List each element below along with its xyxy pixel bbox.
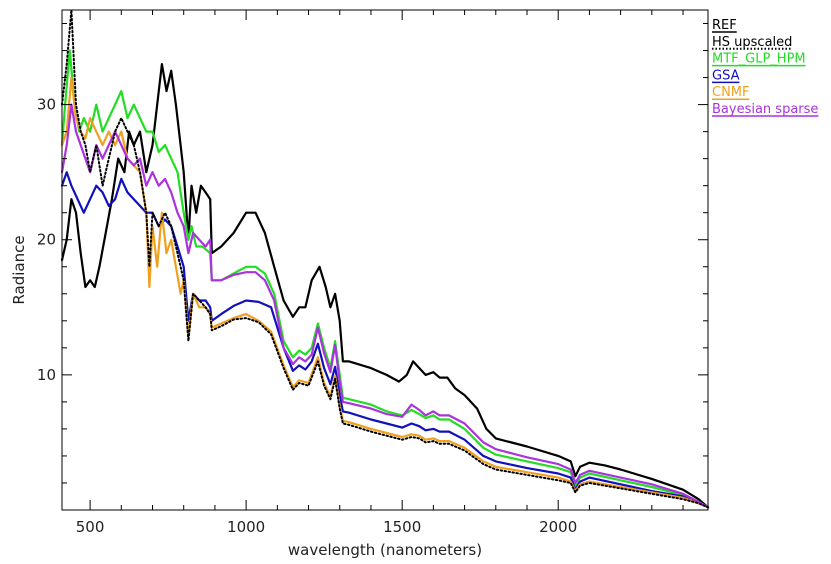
series-line-3 [60,171,710,509]
legend-label: MTF_GLP_HPM [712,52,806,67]
y-tick-label: 10 [37,366,56,384]
series-lines [60,9,710,509]
x-tick-label: 2000 [539,518,577,536]
series-line-5 [60,103,710,509]
y-tick-label: 20 [37,231,56,249]
x-tick-label: 1500 [383,518,421,536]
series-line-1 [61,9,709,509]
x-axis-label: wavelength (nanometers) [288,541,482,559]
legend-label: GSA [712,68,740,83]
axis-ticks: 500 1000 1500 2000 10 20 30 [37,10,708,536]
series-line-4 [60,76,710,509]
x-tick-label: 500 [76,518,105,536]
y-axis-label: Radiance [10,235,28,304]
series-line-2 [60,49,710,509]
series-line-0 [60,62,710,509]
plot-frame [61,9,709,511]
legend-label: Bayesian sparse [712,102,818,117]
x-tick-label: 1000 [227,518,265,536]
legend-label: REF [712,18,737,33]
legend-label: HS upscaled [712,35,792,50]
y-tick-label: 30 [37,96,56,114]
legend-label: CNMF [712,85,750,100]
